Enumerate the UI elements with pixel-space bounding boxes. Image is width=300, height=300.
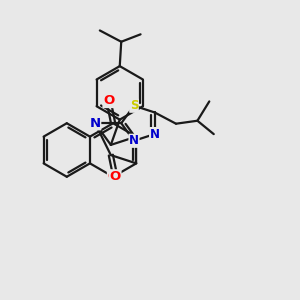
Text: N: N [89,117,101,130]
Text: N: N [150,128,160,141]
Text: O: O [110,170,121,183]
Text: O: O [103,94,114,107]
Text: O: O [107,170,119,183]
Text: N: N [129,134,139,147]
Text: S: S [130,99,138,112]
